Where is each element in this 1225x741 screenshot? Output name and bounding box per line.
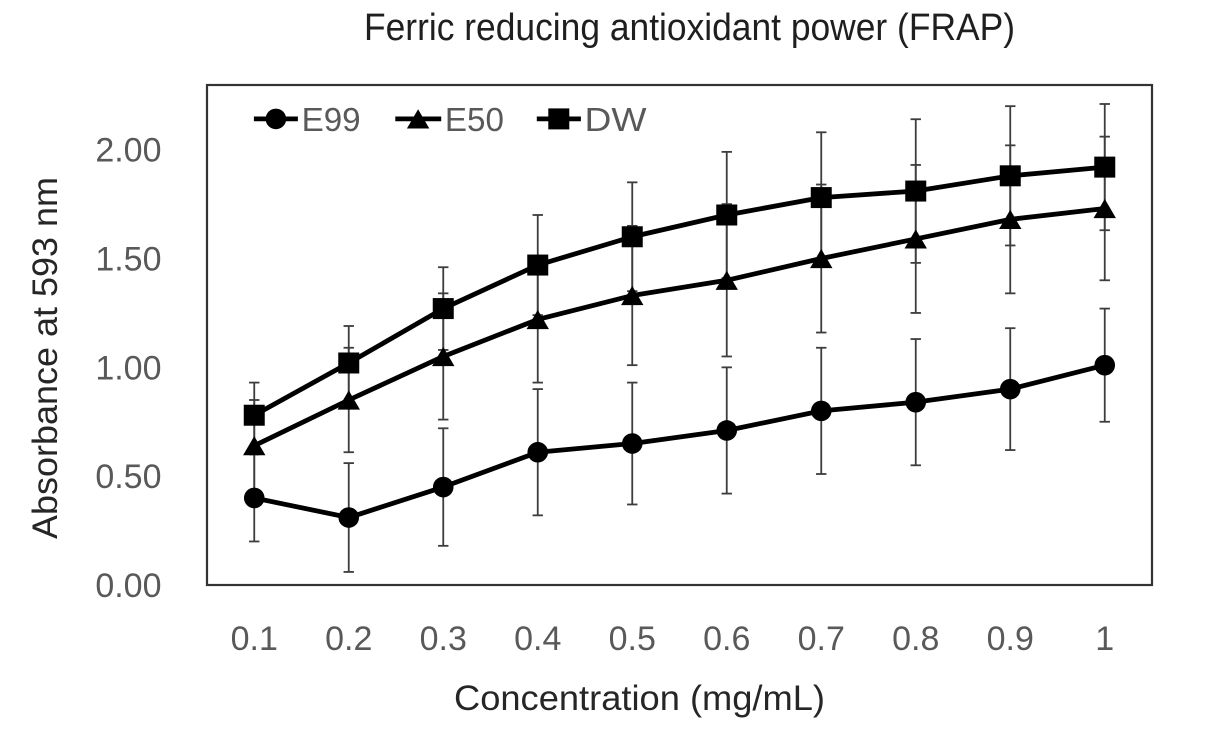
data-point-marker-square-icon xyxy=(338,352,360,374)
data-point-marker-circle-icon xyxy=(810,400,832,422)
data-point-marker-circle-icon xyxy=(338,507,360,528)
data-point-marker-square-icon xyxy=(527,254,549,276)
data-point-marker-square-icon xyxy=(432,298,454,320)
x-tick-label-0.4: 0.4 xyxy=(514,620,561,658)
y-tick-label-2.00: 2.00 xyxy=(95,132,161,170)
data-point-marker-square-icon xyxy=(716,204,738,226)
series-line-dw xyxy=(251,164,1108,418)
error-bars-dw xyxy=(249,103,1110,449)
data-point-marker-square-icon xyxy=(905,180,927,202)
data-point-marker-circle-icon xyxy=(716,420,738,441)
data-point-marker-triangle-icon xyxy=(715,270,738,290)
x-tick-label-0.3: 0.3 xyxy=(420,620,467,658)
x-tick-label-0.7: 0.7 xyxy=(798,620,845,658)
data-point-marker-square-icon xyxy=(810,187,832,209)
plot-area-border xyxy=(205,83,1154,587)
data-point-marker-square-icon xyxy=(243,404,265,426)
x-tick-label-0.1: 0.1 xyxy=(231,620,278,658)
series-markers-e99 xyxy=(243,354,1116,528)
legend-square-marker-icon xyxy=(548,108,570,130)
data-point-marker-circle-icon xyxy=(621,433,643,454)
y-tick-label-0.50: 0.50 xyxy=(95,458,161,496)
series-markers-e50 xyxy=(243,198,1116,456)
data-point-marker-circle-icon xyxy=(243,487,265,509)
series-markers-dw xyxy=(243,156,1116,426)
y-tick-label-1.50: 1.50 xyxy=(95,241,161,279)
data-point-marker-square-icon xyxy=(999,165,1021,187)
legend-label-e99: E99 xyxy=(302,101,361,138)
chart-legend: E99 E50 DW xyxy=(253,101,648,138)
data-point-marker-circle-icon xyxy=(432,476,454,498)
data-point-marker-triangle-icon xyxy=(1093,198,1116,219)
data-point-marker-circle-icon xyxy=(527,441,549,463)
x-tick-label-0.5: 0.5 xyxy=(609,620,656,658)
x-axis-title: Concentration (mg/mL) xyxy=(454,679,825,718)
data-point-marker-square-icon xyxy=(621,226,643,248)
x-tick-label-0.9: 0.9 xyxy=(987,620,1034,658)
data-point-marker-triangle-icon xyxy=(621,285,644,306)
legend-triangle-marker-icon xyxy=(406,109,430,129)
legend-item-e99: E99 xyxy=(253,101,361,138)
data-point-marker-triangle-icon xyxy=(432,346,455,367)
data-point-marker-circle-icon xyxy=(999,378,1021,400)
x-tick-label-0.2: 0.2 xyxy=(325,620,372,658)
data-point-marker-triangle-icon xyxy=(337,390,360,410)
data-point-marker-circle-icon xyxy=(1094,354,1116,376)
legend-label-e50: E50 xyxy=(445,101,504,138)
chart-title: Ferric reducing antioxidant power (FRAP) xyxy=(364,7,1015,49)
data-point-marker-triangle-icon xyxy=(243,436,266,456)
data-point-marker-square-icon xyxy=(1094,156,1116,178)
legend-item-dw: DW xyxy=(536,101,648,138)
data-point-marker-triangle-icon xyxy=(904,229,927,249)
data-point-marker-triangle-icon xyxy=(526,309,549,330)
x-tick-label-0.6: 0.6 xyxy=(703,620,750,658)
y-tick-label-0.00: 0.00 xyxy=(95,567,161,605)
legend-circle-marker-icon xyxy=(265,108,287,130)
legend-label-dw: DW xyxy=(585,101,648,138)
y-axis-title: Absorbance at 593 nm xyxy=(26,177,65,539)
data-point-marker-circle-icon xyxy=(905,391,927,413)
data-point-marker-triangle-icon xyxy=(999,209,1022,229)
x-axis-tick-labels: 0.1 0.2 0.3 0.4 0.5 0.6 0.7 0.8 0.9 1 xyxy=(231,620,1115,658)
y-tick-label-1.00: 1.00 xyxy=(95,349,161,387)
data-point-marker-triangle-icon xyxy=(810,248,833,269)
legend-item-e50: E50 xyxy=(395,101,504,138)
series-line-e50 xyxy=(251,206,1108,449)
x-tick-label-1: 1 xyxy=(1095,620,1114,658)
x-tick-label-0.8: 0.8 xyxy=(892,620,939,658)
y-axis-tick-labels: 0.00 0.50 1.00 1.50 2.00 xyxy=(95,132,161,605)
series-line-e99 xyxy=(251,362,1108,520)
